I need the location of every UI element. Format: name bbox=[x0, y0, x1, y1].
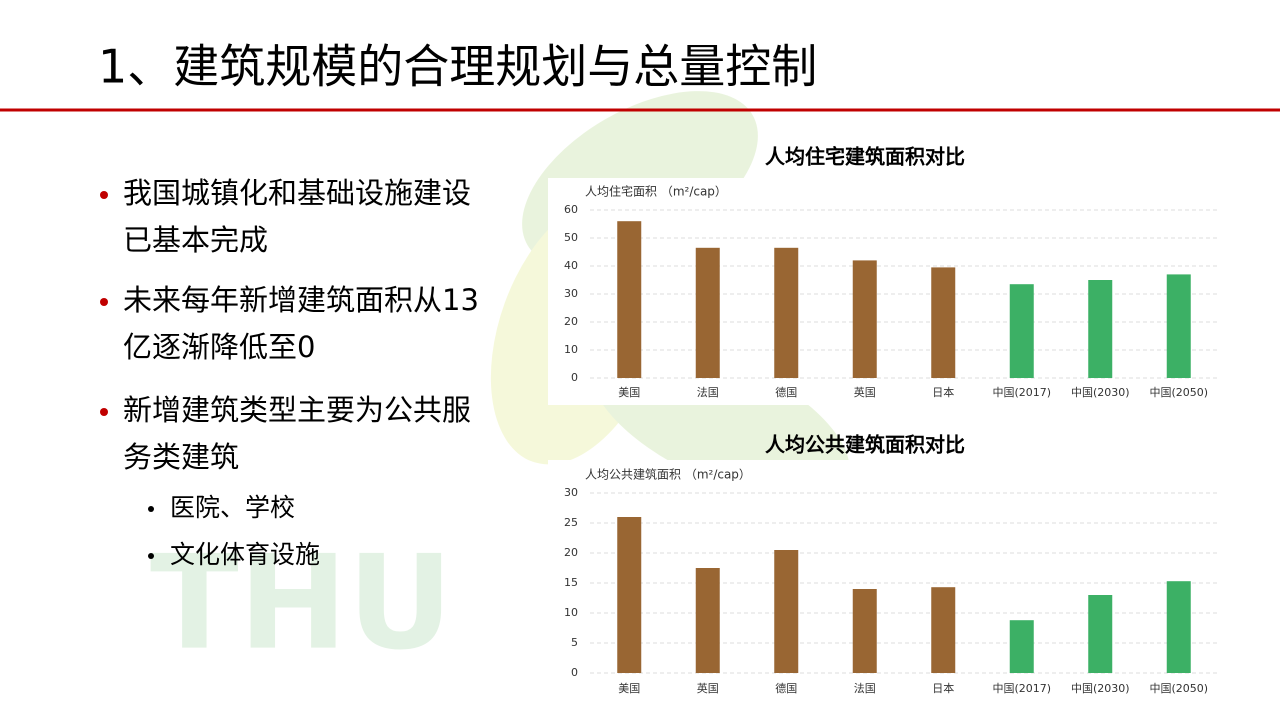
bar bbox=[695, 247, 720, 378]
y-tick-label: 15 bbox=[564, 576, 578, 589]
x-tick-label: 中国(2017) bbox=[992, 682, 1051, 695]
bar bbox=[695, 568, 720, 673]
bar bbox=[774, 247, 799, 378]
chart-title: 人均公共建筑面积对比 bbox=[765, 433, 965, 457]
x-tick-label: 中国(2050) bbox=[1149, 386, 1208, 399]
y-axis-label: 人均住宅面积 （m²/cap） bbox=[585, 184, 727, 199]
y-tick-label: 10 bbox=[564, 606, 578, 619]
bar bbox=[774, 550, 799, 673]
y-tick-label: 40 bbox=[564, 259, 578, 272]
watermark: THU bbox=[150, 527, 453, 679]
bar bbox=[1166, 581, 1191, 673]
y-tick-label: 50 bbox=[564, 231, 578, 244]
bullet-text: 新增建筑类型主要为公共服 bbox=[123, 393, 471, 427]
x-tick-label: 中国(2017) bbox=[992, 386, 1051, 399]
x-tick-label: 德国 bbox=[775, 681, 797, 695]
bar bbox=[1009, 620, 1034, 673]
bullet-text: 已基本完成 bbox=[123, 223, 268, 257]
x-tick-label: 法国 bbox=[697, 385, 719, 399]
sub-bullet-dot bbox=[148, 553, 154, 559]
bullet-text: 我国城镇化和基础设施建设 bbox=[123, 176, 471, 210]
bar bbox=[1088, 280, 1113, 378]
x-tick-label: 中国(2030) bbox=[1071, 682, 1130, 695]
chart-area bbox=[548, 178, 1225, 405]
bullet-dot bbox=[100, 298, 108, 306]
chart-area bbox=[548, 460, 1225, 700]
bar bbox=[852, 589, 877, 673]
x-tick-label: 中国(2030) bbox=[1071, 386, 1130, 399]
y-tick-label: 20 bbox=[564, 546, 578, 559]
sub-bullet-text: 医院、学校 bbox=[170, 493, 295, 522]
bar bbox=[1009, 284, 1034, 378]
x-tick-label: 英国 bbox=[854, 385, 876, 399]
x-tick-label: 法国 bbox=[854, 681, 876, 695]
bullet-text: 未来每年新增建筑面积从13 bbox=[123, 283, 479, 317]
sub-bullet-dot bbox=[148, 506, 154, 512]
x-tick-label: 美国 bbox=[618, 386, 640, 399]
bar bbox=[931, 587, 956, 673]
bar bbox=[617, 517, 642, 673]
bullet-text: 亿逐渐降低至0 bbox=[123, 330, 315, 364]
bar bbox=[617, 221, 642, 378]
x-tick-label: 中国(2050) bbox=[1149, 682, 1208, 695]
y-tick-label: 5 bbox=[571, 636, 578, 649]
x-tick-label: 日本 bbox=[932, 681, 954, 695]
slide-title: 1、建筑规模的合理规划与总量控制 bbox=[98, 40, 817, 94]
bullet-dot bbox=[100, 408, 108, 416]
bar bbox=[1088, 595, 1113, 673]
chart-title: 人均住宅建筑面积对比 bbox=[765, 145, 965, 169]
y-tick-label: 60 bbox=[564, 203, 578, 216]
bar bbox=[852, 260, 877, 378]
y-tick-label: 30 bbox=[564, 287, 578, 300]
x-tick-label: 德国 bbox=[775, 385, 797, 399]
y-tick-label: 20 bbox=[564, 315, 578, 328]
y-tick-label: 10 bbox=[564, 343, 578, 356]
y-tick-label: 0 bbox=[571, 371, 578, 384]
bar bbox=[1166, 274, 1191, 378]
y-axis-label: 人均公共建筑面积 （m²/cap） bbox=[585, 467, 751, 482]
bullet-text: 务类建筑 bbox=[123, 440, 239, 474]
x-tick-label: 日本 bbox=[932, 385, 954, 399]
y-tick-label: 0 bbox=[571, 666, 578, 679]
x-tick-label: 美国 bbox=[618, 682, 640, 695]
x-tick-label: 英国 bbox=[697, 681, 719, 695]
bullet-dot bbox=[100, 191, 108, 199]
sub-bullet-text: 文化体育设施 bbox=[170, 540, 320, 569]
y-tick-label: 30 bbox=[564, 486, 578, 499]
bar bbox=[931, 267, 956, 378]
y-tick-label: 25 bbox=[564, 516, 578, 529]
